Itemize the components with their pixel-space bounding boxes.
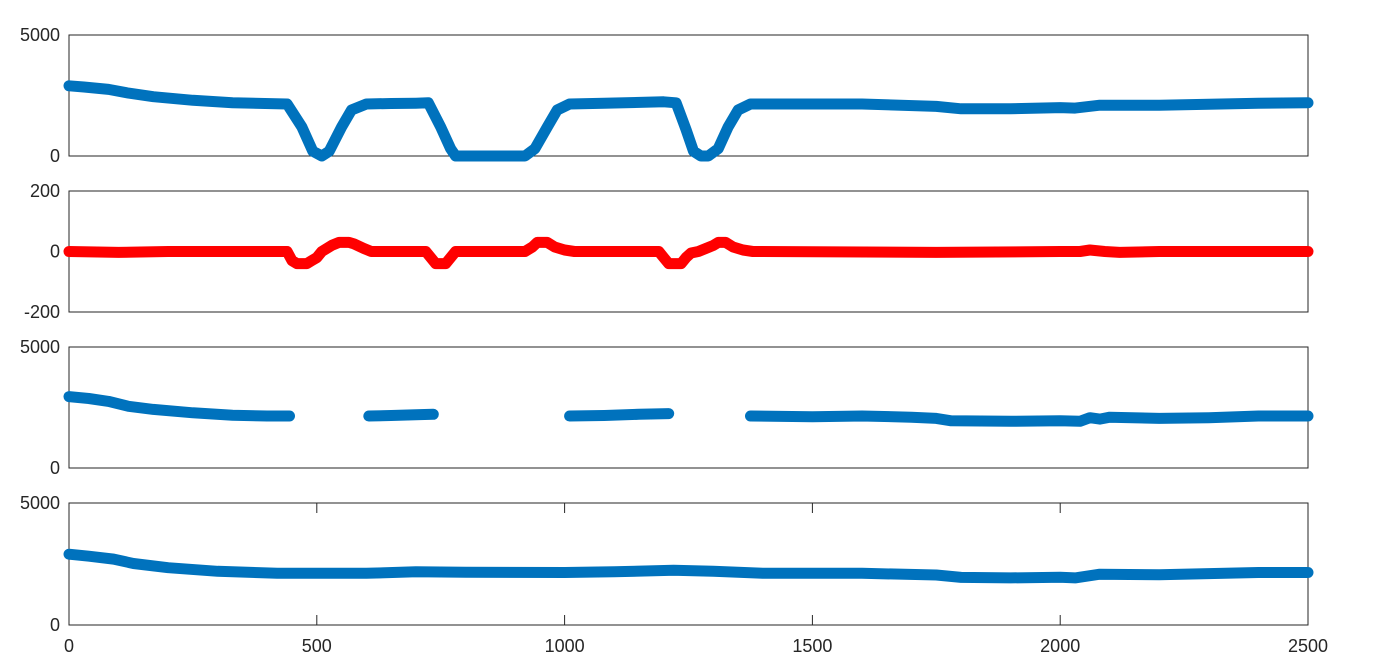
y-tick-label: 5000 — [20, 337, 60, 357]
panel-3-chart: 0 5000 — [20, 337, 1314, 478]
series-line — [63, 548, 1314, 584]
y-tick-label: 200 — [30, 181, 60, 201]
x-tick-label: 2000 — [1040, 636, 1080, 656]
x-tick-label: 2500 — [1288, 636, 1328, 656]
series-line — [63, 80, 1314, 162]
x-tick-label: 1500 — [792, 636, 832, 656]
x-tick-label: 0 — [64, 636, 74, 656]
x-tick-label: 1000 — [545, 636, 585, 656]
y-tick-label: -200 — [24, 302, 60, 322]
axes-box — [68, 34, 1309, 157]
y-tick-label: 0 — [50, 242, 60, 262]
y-tick-label: 5000 — [20, 493, 60, 513]
y-tick-label: 0 — [50, 458, 60, 478]
x-tick-label: 500 — [302, 636, 332, 656]
panel-2-chart: -200 0 200 — [24, 181, 1314, 322]
y-tick-label: 0 — [50, 615, 60, 635]
y-tick-label: 0 — [50, 146, 60, 166]
series-line — [564, 408, 675, 422]
panel-1-chart: 0 5000 — [20, 25, 1314, 166]
series-line — [63, 391, 295, 422]
series-line — [63, 236, 1314, 270]
panel-4-chart: 0 5000 0 500 1000 1500 2000 2500 — [20, 493, 1328, 656]
axes-box — [68, 346, 1309, 469]
axes-box — [68, 502, 1309, 626]
series-line — [363, 408, 439, 422]
series-line — [745, 410, 1314, 427]
y-tick-label: 5000 — [20, 25, 60, 45]
